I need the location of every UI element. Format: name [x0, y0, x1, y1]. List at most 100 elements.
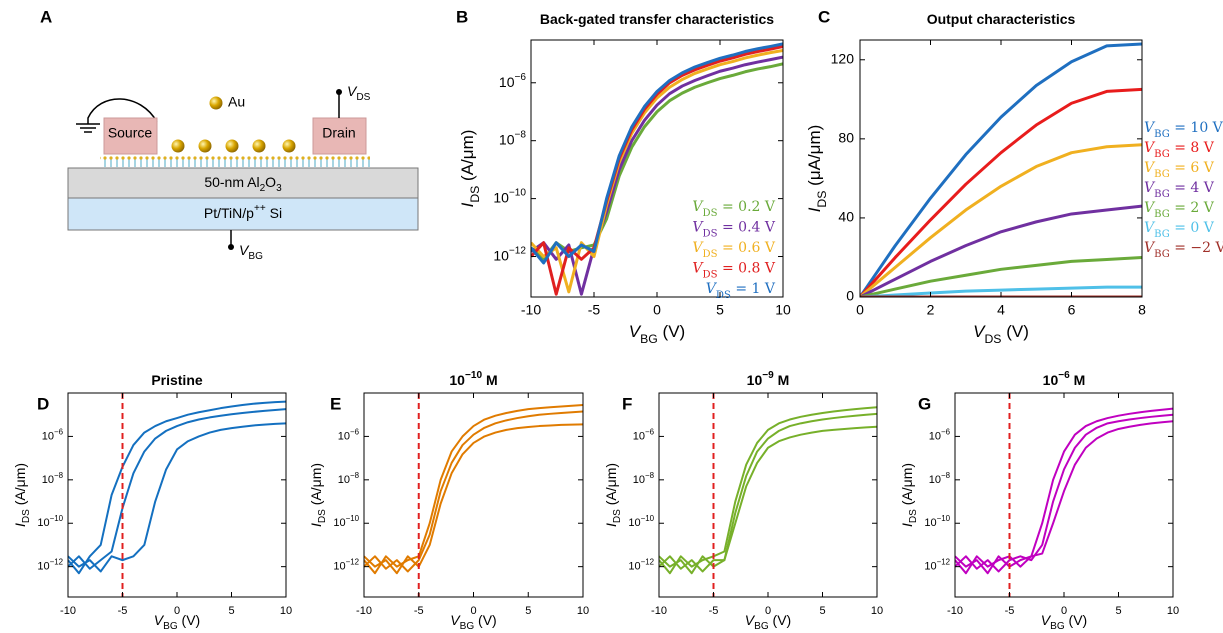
series-line [659, 425, 877, 575]
text-part: V [1144, 120, 1156, 136]
text-part: V [745, 612, 756, 628]
text-part: −8 [645, 470, 655, 479]
y-axis-label: IDS (A/μm) [458, 130, 482, 208]
text-part: −6 [941, 427, 951, 436]
text-part: M [482, 372, 498, 388]
text-part: 3 [276, 183, 282, 194]
au-label: Au [228, 94, 245, 110]
legend-entry: VBG = 6 V [1144, 160, 1215, 180]
y-tick-label: 10−10 [493, 188, 526, 206]
text-part: (μA/μm) [805, 125, 824, 191]
y-axis-label: IDS (μA/μm) [805, 125, 829, 213]
x-tick-label: 5 [228, 605, 234, 617]
panel-label: D [37, 394, 49, 413]
text-part: −8 [941, 470, 951, 479]
text-part: V [1041, 612, 1052, 628]
text-part: −12 [346, 557, 359, 566]
legend-entry: VDS = 0.2 V [692, 199, 775, 219]
chart-title: Back-gated transfer characteristics [540, 11, 774, 27]
x-tick-label: -10 [651, 605, 667, 617]
text-part: M [1070, 372, 1086, 388]
text-part: V [1144, 180, 1156, 196]
chart-title: Output characteristics [927, 11, 1076, 27]
text-part: 10 [338, 430, 350, 442]
legend-entry: VDS = 0.8 V [692, 261, 775, 281]
text-part: −8 [515, 130, 527, 141]
x-tick-label: 10 [577, 605, 589, 617]
text-part: −10 [50, 514, 64, 523]
text-part: (A/μm) [12, 463, 28, 509]
x-axis-label: VDS (V) [973, 322, 1029, 346]
text-part: DS [703, 208, 718, 219]
x-tick-label: 5 [525, 605, 531, 617]
chart-title: 10−10 M [449, 370, 497, 388]
text-part: 10 [449, 372, 465, 388]
text-part: DS [815, 191, 829, 208]
x-tick-label: 0 [856, 302, 864, 318]
text-part: O [265, 174, 276, 190]
text-part: BG [640, 332, 658, 346]
oxide-layer [67, 167, 419, 199]
text-part: −9 [762, 370, 774, 381]
text-part: ++ [254, 203, 266, 214]
x-tick-label: 0 [765, 605, 771, 617]
text-part: −12 [641, 557, 654, 566]
y-axis-label: IDS (A/μm) [899, 463, 919, 527]
chart-title: 10−9 M [747, 370, 790, 388]
device-diagram: A Source Drain VDS Au 50-nm Al2O3 Pt/TiN… [40, 7, 419, 262]
y-tick-label: 10−6 [929, 427, 951, 442]
chart-title: 10−6 M [1043, 370, 1086, 388]
x-tick-label: -5 [414, 605, 424, 617]
x-tick-label: 5 [819, 605, 825, 617]
series-line [860, 255, 1142, 297]
x-tick-label: 10 [280, 605, 292, 617]
text-part: DS [703, 228, 718, 239]
series-line [531, 49, 783, 294]
text-part: Pristine [151, 372, 203, 388]
series-line [659, 406, 877, 575]
oxide-label: 50-nm Al2O3 [204, 174, 282, 194]
panel-label: C [818, 7, 830, 26]
text-part: 50-nm Al [204, 174, 259, 190]
text-part: = −2 V [1170, 240, 1223, 256]
au-nanoparticle [252, 139, 266, 153]
x-tick-label: 0 [174, 605, 180, 617]
text-part: −12 [937, 557, 950, 566]
x-tick-label: 0 [1061, 605, 1067, 617]
x-axis-label: VBG (V) [745, 612, 791, 632]
plot-frame [67, 392, 287, 598]
text-part: DS [356, 92, 370, 103]
au-nanoparticle [282, 139, 296, 153]
x-tick-label: -5 [709, 605, 719, 617]
text-part: 10 [493, 189, 509, 205]
series-line [860, 143, 1142, 297]
text-part: BG [754, 621, 769, 632]
x-tick-label: 0 [470, 605, 476, 617]
x-tick-label: -10 [521, 302, 541, 318]
text-part: (V) [1065, 612, 1088, 628]
text-part: Si [266, 205, 282, 221]
text-part: 10 [499, 73, 515, 89]
text-part: I [805, 207, 824, 212]
text-part: (A/μm) [899, 463, 915, 509]
legend-entry: VDS = 1 V [706, 281, 776, 301]
text-part: 10 [37, 561, 49, 573]
text-part: (V) [658, 322, 685, 341]
substrate-label: Pt/TiN/p++ Si [204, 203, 282, 221]
gate-layer [67, 197, 419, 231]
text-part: I [603, 523, 619, 527]
text-part: 10 [628, 561, 640, 573]
text-part: BG [248, 251, 263, 262]
text-part: = 0.4 V [718, 220, 776, 236]
text-part: 10 [929, 474, 941, 486]
text-part: (A/μm) [308, 463, 324, 509]
text-part: V [692, 199, 704, 215]
text-part: 10 [924, 561, 936, 573]
au-nanoparticle [198, 139, 212, 153]
text-part: V [1144, 200, 1156, 216]
text-part: V [239, 242, 250, 258]
